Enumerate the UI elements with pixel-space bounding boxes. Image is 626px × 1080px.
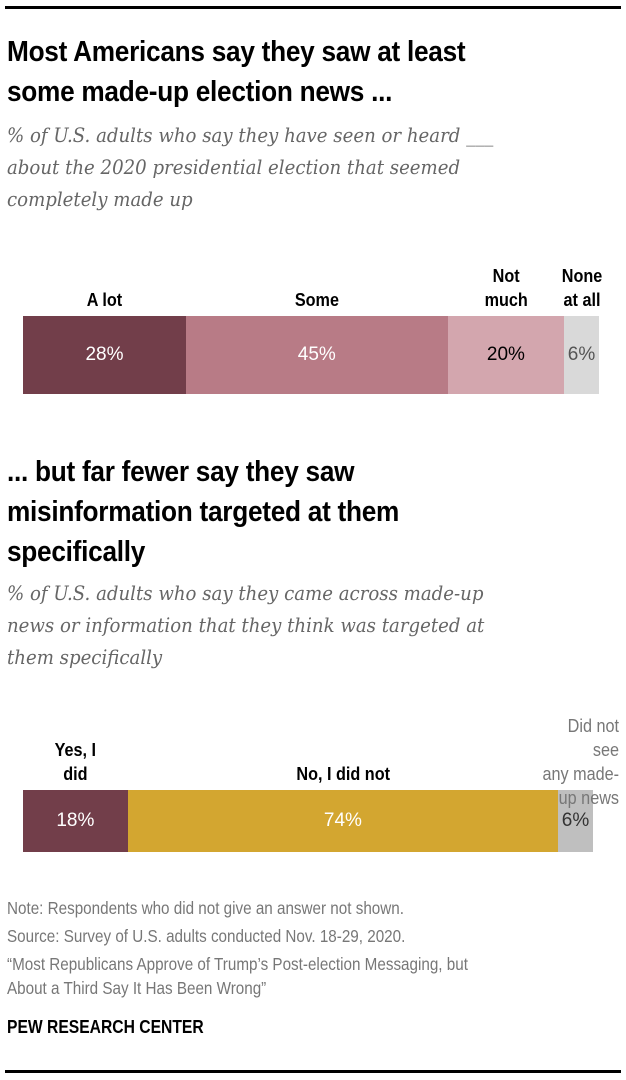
bar-segment <box>558 790 593 852</box>
category-label: No, I did not <box>296 764 390 784</box>
bar-segment <box>564 316 599 394</box>
value-label: 6% <box>567 344 596 365</box>
bottom-rule <box>5 1070 621 1073</box>
value-label: 18% <box>56 810 95 831</box>
chart1-subtitle-line: completely made up <box>7 188 193 211</box>
chart2-subtitle-line: % of U.S. adults who say they came acros… <box>7 582 484 605</box>
chart2-subtitle-line: them specifically <box>7 646 163 669</box>
bar-segment <box>185 316 448 394</box>
category-label: None at all <box>561 266 602 310</box>
chart1-title-line: some made-up election news ... <box>7 76 393 108</box>
value-label: 20% <box>486 344 525 365</box>
report-title-line: “Most Republicans Approve of Trump’s Pos… <box>7 954 468 974</box>
report-title-line: About a Third Say It Has Been Wrong” <box>7 978 267 998</box>
value-label: 6% <box>561 810 590 831</box>
chart1-title: Most Americans say they saw at least som… <box>7 32 559 112</box>
value-label: 45% <box>297 344 336 365</box>
top-rule <box>5 6 621 9</box>
footer-notes: Note: Respondents who did not give an an… <box>7 896 564 1000</box>
chart2-title-line: specifically <box>7 536 146 568</box>
bar-segment <box>447 316 565 394</box>
chart1-subtitle-line: about the 2020 presidential election tha… <box>7 156 461 179</box>
chart2-title: ... but far fewer say they saw misinform… <box>7 452 559 572</box>
bar-segment <box>23 790 128 852</box>
chart2-subtitle-line: news or information that they think was … <box>7 614 485 637</box>
chart2-subtitle: % of U.S. adults who say they came acros… <box>7 578 565 674</box>
note-text: Note: Respondents who did not give an an… <box>7 898 404 918</box>
bar-segment <box>127 790 559 852</box>
category-label: Not much <box>484 266 528 310</box>
category-label: Did not see any made-up news <box>542 716 619 808</box>
chart2-title-line: misinformation targeted at them <box>7 496 400 528</box>
value-label: 74% <box>323 810 362 831</box>
chart2-title-line: ... but far fewer say they saw <box>7 456 355 488</box>
pew-brand-label: PEW RESEARCH CENTER <box>7 1017 204 1037</box>
category-label: A lot <box>86 290 123 310</box>
chart1-subtitle: % of U.S. adults who say they have seen … <box>7 120 565 216</box>
chart1-title-line: Most Americans say they saw at least <box>7 36 466 68</box>
value-label: 28% <box>85 344 124 365</box>
source-text: Source: Survey of U.S. adults conducted … <box>7 926 406 946</box>
bar-segment <box>23 316 186 394</box>
category-label: Some <box>294 290 339 310</box>
chart1-subtitle-line: % of U.S. adults who say they have seen … <box>7 124 494 147</box>
